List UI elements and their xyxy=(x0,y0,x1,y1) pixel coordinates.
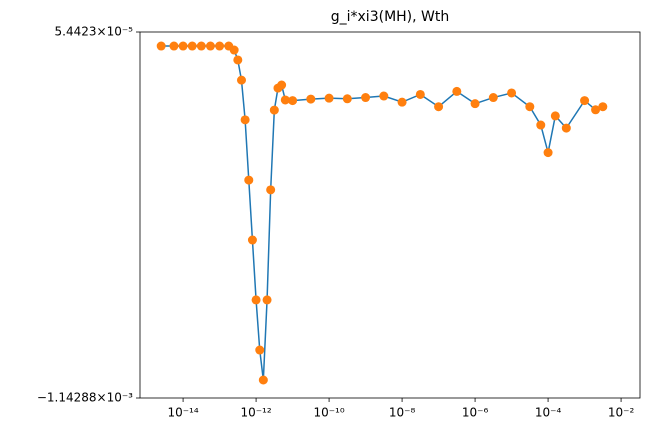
y-tick-label: −1.14288×10⁻³ xyxy=(37,391,133,405)
marker xyxy=(288,96,298,106)
x-tick-label: 10⁻¹⁰ xyxy=(313,406,344,420)
marker xyxy=(525,102,535,112)
marker xyxy=(580,96,590,106)
marker xyxy=(258,375,268,385)
marker xyxy=(240,115,250,125)
marker xyxy=(236,75,246,85)
x-tick-label: 10⁻⁴ xyxy=(535,406,562,420)
marker xyxy=(251,295,261,305)
marker xyxy=(598,102,608,112)
marker xyxy=(262,295,272,305)
marker xyxy=(233,55,243,65)
marker xyxy=(543,148,553,158)
marker xyxy=(434,102,444,112)
marker xyxy=(306,94,316,104)
marker xyxy=(550,111,560,121)
marker xyxy=(324,93,334,103)
marker xyxy=(196,41,206,51)
marker xyxy=(561,123,571,133)
marker xyxy=(591,105,601,115)
marker xyxy=(488,93,498,103)
marker xyxy=(269,105,279,115)
x-tick-label: 10⁻⁶ xyxy=(462,406,489,420)
marker xyxy=(277,80,287,90)
marker xyxy=(255,345,265,355)
x-tick-label: 10⁻¹² xyxy=(240,406,271,420)
marker xyxy=(215,41,225,51)
marker xyxy=(156,41,166,51)
marker xyxy=(452,86,462,96)
marker xyxy=(178,41,188,51)
marker xyxy=(379,91,389,101)
chart-title: g_i*xi3(MH), Wth xyxy=(331,9,450,25)
marker xyxy=(397,97,407,107)
y-tick-label: 5.4423×10⁻⁵ xyxy=(55,25,134,39)
marker xyxy=(361,93,371,103)
marker xyxy=(280,95,290,105)
marker xyxy=(536,120,546,130)
marker xyxy=(266,185,276,195)
marker xyxy=(342,94,352,104)
x-tick-label: 10⁻⁸ xyxy=(389,406,416,420)
marker xyxy=(247,235,257,245)
marker xyxy=(229,45,239,55)
marker xyxy=(415,89,425,99)
marker xyxy=(470,99,480,109)
marker xyxy=(169,41,179,51)
marker xyxy=(205,41,215,51)
marker xyxy=(244,175,254,185)
marker xyxy=(507,88,517,98)
x-tick-label: 10⁻¹⁴ xyxy=(167,406,198,420)
x-tick-label: 10⁻² xyxy=(608,406,635,420)
plot-frame xyxy=(139,31,641,399)
marker xyxy=(187,41,197,51)
